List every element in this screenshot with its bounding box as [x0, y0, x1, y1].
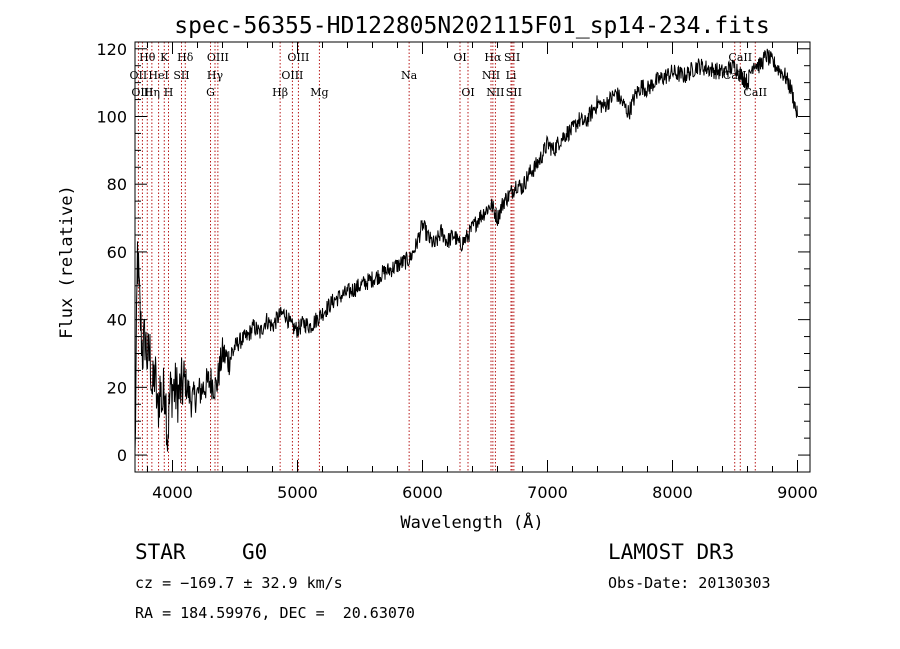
redshift-cz: cz = −169.7 ± 32.9 km/s [135, 574, 343, 592]
line-marker-label: G [206, 86, 215, 99]
y-tick-label: 60 [107, 243, 127, 262]
line-marker-label: OIII [281, 69, 303, 82]
coordinates: RA = 184.59976, DEC = 20.63070 [135, 604, 415, 622]
observation-date: Obs-Date: 20130303 [608, 574, 771, 592]
line-marker-label: Hα [484, 51, 502, 64]
line-marker-label: H [164, 86, 174, 99]
y-tick-label: 20 [107, 378, 127, 397]
line-marker-label: CaII [743, 86, 767, 99]
y-tick-label: 40 [107, 311, 127, 330]
line-marker-label: SII [506, 86, 522, 99]
x-tick-label: 9000 [777, 483, 818, 502]
line-marker-label: Hδ [177, 51, 194, 64]
line-marker-label: Hη [144, 86, 160, 99]
line-marker-label: Hβ [272, 86, 288, 99]
x-tick-label: 6000 [402, 483, 443, 502]
x-axis-label: Wavelength (Å) [400, 511, 543, 533]
x-tick-label: 5000 [277, 483, 318, 502]
line-marker-label: Hγ [207, 69, 224, 82]
line-marker-label: SII [504, 51, 520, 64]
y-tick-label: 120 [96, 40, 127, 59]
object-class: STAR [135, 540, 186, 564]
line-marker-label: K [160, 51, 169, 64]
x-tick-label: 7000 [527, 483, 568, 502]
x-tick-label: 4000 [152, 483, 193, 502]
line-marker-label: Mg [310, 86, 328, 99]
line-marker-label: HeI [148, 69, 168, 82]
line-marker-label: Na [401, 69, 418, 82]
object-subclass: G0 [242, 540, 268, 564]
y-tick-label: 0 [117, 446, 127, 465]
line-marker-label: OIII [131, 86, 153, 99]
y-axis-label: Flux (relative) [57, 185, 77, 339]
line-marker-label: Hθ [139, 51, 156, 64]
y-tick-label: 80 [107, 175, 127, 194]
y-tick-label: 100 [96, 107, 127, 126]
line-marker-label: OIII [207, 51, 229, 64]
x-tick-label: 8000 [652, 483, 693, 502]
line-marker-label: OII [130, 69, 148, 82]
line-marker-label: OI [461, 86, 474, 99]
plot-frame [134, 41, 811, 473]
line-marker-label: OI [453, 51, 466, 64]
line-marker-label: OIII [287, 51, 309, 64]
survey-name: LAMOST DR3 [608, 540, 735, 564]
line-marker-label: SII [173, 69, 189, 82]
line-marker-label: NII [482, 69, 500, 82]
chart-title: spec-56355-HD122805N202115F01_sp14-234.f… [174, 13, 769, 39]
line-marker-label: NII [486, 86, 504, 99]
spectrum-line [134, 48, 798, 453]
line-marker-label: Li [506, 69, 517, 82]
